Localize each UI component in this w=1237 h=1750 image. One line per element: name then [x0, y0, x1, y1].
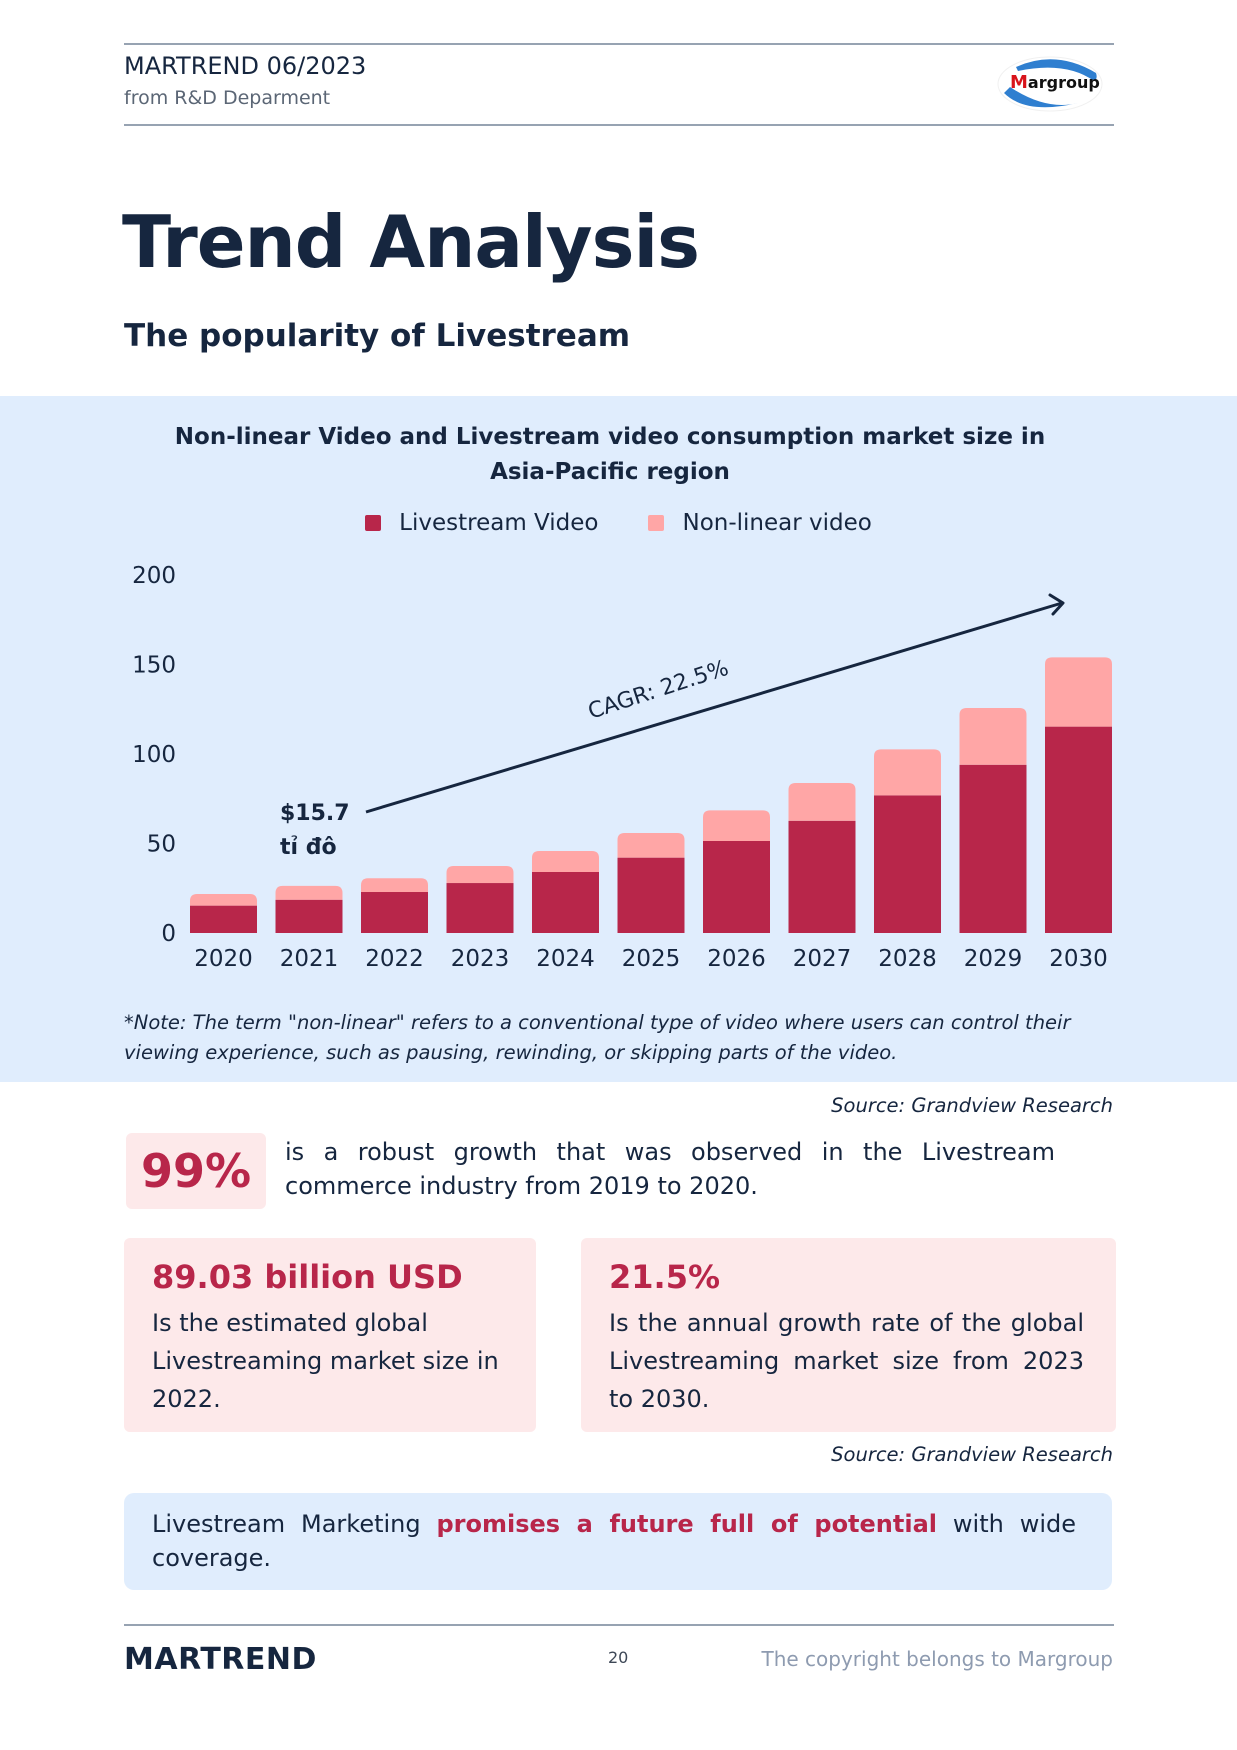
bar-segment-nonlinear-2024	[532, 851, 599, 872]
footer-copyright: The copyright belongs to Margroup	[761, 1647, 1113, 1671]
y-tick-label: 50	[147, 832, 176, 858]
header-bottom-rule	[124, 124, 1114, 126]
bar-segment-livestream-2025	[617, 857, 685, 933]
chart-panel	[0, 396, 1237, 1082]
start-value-label: $15.7	[280, 801, 350, 826]
x-tick-label: 2023	[451, 946, 510, 972]
bar-segment-nonlinear-2030	[1045, 657, 1112, 727]
logo-swoosh-icon	[997, 56, 1103, 112]
x-tick-label: 2020	[194, 946, 253, 972]
page-subtitle: The popularity of Livestream	[124, 318, 631, 354]
legend-swatch-nonlinear	[648, 515, 665, 531]
bar-segment-livestream-2020	[190, 905, 257, 933]
bar-segment-nonlinear-2028	[874, 749, 941, 796]
bar-segment-livestream-2024	[532, 871, 599, 933]
callout-box: Livestream Marketing promises a future f…	[124, 1493, 1112, 1590]
cagr-trend-arrow-line	[365, 601, 1063, 814]
chart-note: *Note: The term "non-linear" refers to a…	[124, 1011, 1071, 1064]
x-tick-label: 2028	[878, 946, 937, 972]
margroup-logo: Margroup	[996, 55, 1104, 113]
bar-segment-livestream-2027	[788, 820, 856, 933]
footer-rule	[124, 1624, 1114, 1626]
y-tick-label: 0	[161, 921, 176, 947]
y-tick-label: 200	[132, 563, 176, 589]
stat-card-growth-rate: 21.5% Is the annual growth rate of the g…	[581, 1238, 1116, 1432]
cards-source: Source: Grandview Research	[831, 1443, 1113, 1466]
x-tick-label: 2026	[707, 946, 766, 972]
page-title: Trend Analysis	[122, 200, 700, 284]
bar-segment-nonlinear-2027	[788, 782, 856, 821]
cagr-label: CAGR: 22.5%	[585, 656, 732, 725]
page-number: 20	[608, 1648, 629, 1667]
legend-label-nonlinear: Non-linear video	[682, 510, 872, 536]
y-axis-ticks: 0 50 100 150 200	[132, 563, 176, 947]
bar-segment-livestream-2028	[874, 795, 941, 933]
legend-swatch-livestream	[365, 515, 382, 531]
callout-text-after: with wide coverage.	[152, 1510, 1077, 1572]
cagr-arrow-head-icon	[1048, 593, 1065, 616]
card-text: Is the annual growth rate of the global …	[609, 1309, 1084, 1413]
x-axis-ticks: 2020 2021 2022 2023 2024 2025 2026 2027 2028 2029…	[194, 946, 1108, 972]
header-subtitle: from R&D Deparment	[124, 87, 331, 109]
bar-segment-nonlinear-2021	[275, 885, 343, 900]
x-tick-label: 2022	[365, 946, 424, 972]
header-top-rule	[124, 43, 1114, 45]
chart-source: Source: Grandview Research	[831, 1094, 1113, 1117]
x-tick-label: 2029	[964, 946, 1023, 972]
card-text: Is the estimated global Livestreaming ma…	[152, 1309, 499, 1413]
footer-brand: MARTREND	[124, 1642, 317, 1677]
legend-item-livestream: Livestream Video	[365, 510, 598, 536]
x-tick-label: 2027	[793, 946, 852, 972]
bar-segment-nonlinear-2022	[361, 878, 428, 893]
card-value: 89.03 billion USD	[152, 1258, 463, 1296]
bar-segment-livestream-2022	[361, 892, 428, 933]
callout-highlight: promises a future full of potential	[436, 1510, 938, 1538]
bar-segment-nonlinear-2023	[446, 866, 514, 884]
bar-segment-livestream-2021	[275, 899, 343, 933]
chart-title-line-1: Non-linear Video and Livestream video co…	[174, 424, 1046, 450]
x-tick-label: 2021	[280, 946, 339, 972]
bar-segment-livestream-2023	[446, 883, 514, 933]
stat-99-description: is a robust growth that was observed in …	[285, 1138, 1055, 1200]
bar-segment-livestream-2026	[703, 840, 770, 933]
chart-annotations: CAGR: 22.5% $15.7 tỉ đô	[280, 593, 1065, 860]
bar-group	[190, 657, 1112, 933]
logo-m-mark: M	[1010, 72, 1028, 93]
logo-text: Margroup	[1010, 72, 1100, 93]
bar-segment-nonlinear-2020	[190, 893, 257, 906]
y-tick-label: 150	[132, 653, 176, 679]
bar-segment-nonlinear-2025	[617, 832, 685, 858]
legend-label-livestream: Livestream Video	[399, 510, 599, 536]
card-value: 21.5%	[609, 1258, 721, 1296]
y-tick-label: 100	[132, 742, 176, 768]
callout-text-before: Livestream Marketing	[152, 1510, 437, 1538]
x-tick-label: 2030	[1049, 946, 1108, 972]
x-tick-label: 2025	[622, 946, 681, 972]
stat-99-badge: 99%	[126, 1133, 266, 1209]
chart-title: Non-linear Video and Livestream video co…	[150, 420, 1070, 490]
chart-legend: Livestream Video Non-linear video	[0, 510, 1237, 536]
bar-segment-livestream-2030	[1045, 726, 1112, 933]
callout-text: Livestream Marketing promises a future f…	[152, 1507, 1076, 1575]
bar-segment-nonlinear-2026	[703, 810, 770, 841]
logo-rest: argroup	[1027, 73, 1100, 92]
chart-title-line-2: Asia-Pacific region	[490, 459, 730, 485]
x-tick-label: 2024	[536, 946, 595, 972]
stat-card-market-size: 89.03 billion USD Is the estimated globa…	[124, 1238, 536, 1432]
start-value-unit: tỉ đô	[280, 835, 337, 860]
header-title: MARTREND 06/2023	[124, 52, 367, 80]
bar-segment-nonlinear-2029	[959, 707, 1027, 765]
legend-item-nonlinear: Non-linear video	[648, 510, 872, 536]
bar-segment-livestream-2029	[959, 764, 1027, 933]
